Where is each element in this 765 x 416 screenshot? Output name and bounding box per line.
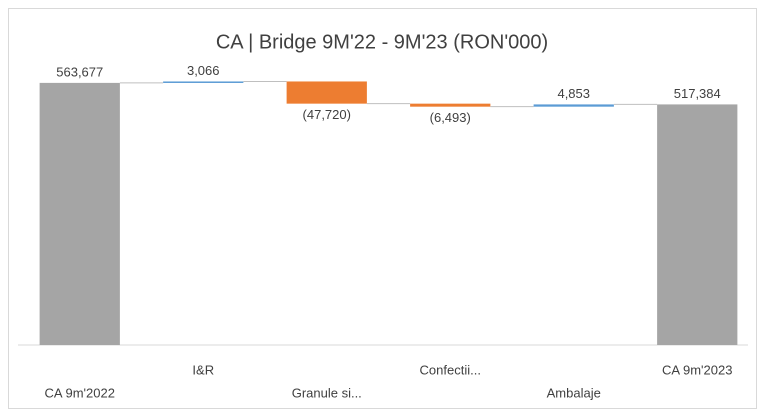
data-label: 563,677 [56,64,103,79]
total-bar [657,104,738,345]
data-label: 517,384 [674,86,721,101]
data-label: (47,720) [303,107,351,122]
chart-title: CA | Bridge 9M'22 - 9M'23 (RON'000) [216,31,548,53]
total-bar [39,82,120,345]
data-label: 3,066 [187,63,220,78]
delta-bar [286,81,367,104]
data-label: 4,853 [557,86,590,101]
delta-bar [533,104,614,107]
x-tick-label: Granule si... [292,385,362,400]
delta-bar [410,103,491,107]
chart-border [8,8,757,409]
x-tick-label: Ambalaje [547,385,601,400]
x-tick-label: CA 9m'2022 [45,385,115,400]
x-tick-label: Confectii... [420,362,481,377]
x-tick-label: I&R [192,362,214,377]
delta-bar [163,81,244,83]
x-tick-label: CA 9m'2023 [662,362,732,377]
data-label: (6,493) [430,110,471,125]
